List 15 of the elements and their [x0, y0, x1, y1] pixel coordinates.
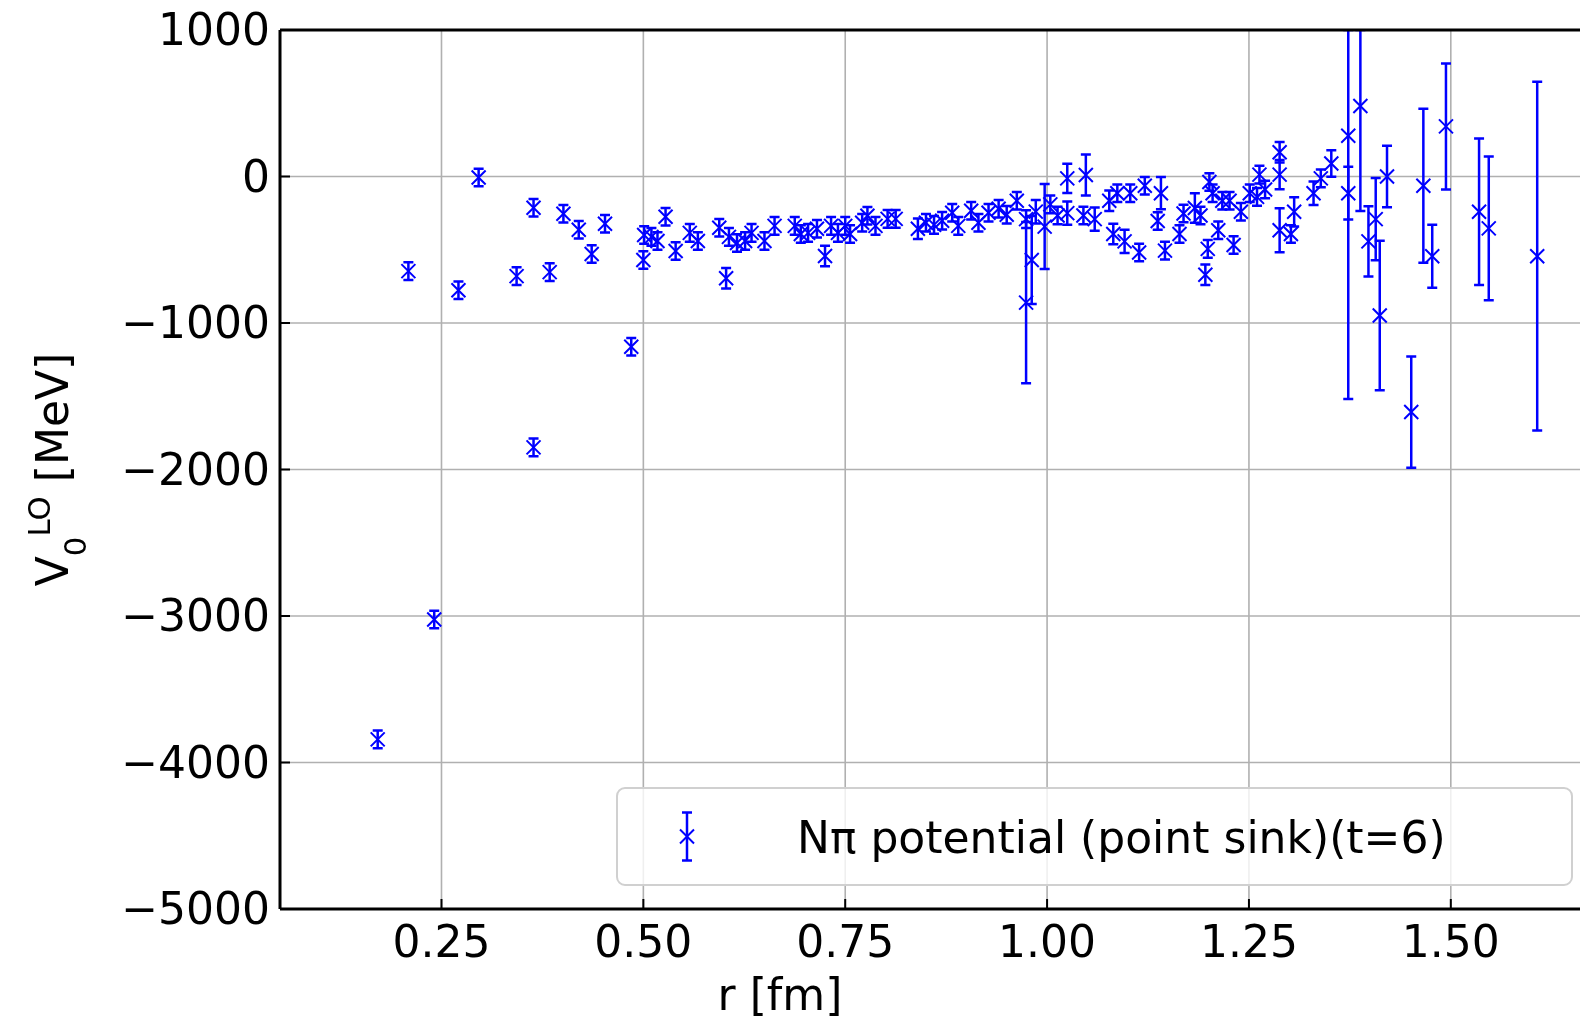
x-tick-label: 0.50 [594, 916, 693, 967]
x-tick-label: 1.50 [1401, 916, 1500, 967]
y-tick-label: −3000 [121, 590, 270, 641]
x-axis-title: r [fm] [717, 969, 843, 1020]
x-tick-label: 1.25 [1199, 916, 1298, 967]
x-tick-label: 0.75 [796, 916, 895, 967]
y-tick-label: −5000 [121, 883, 270, 934]
y-tick-label: −4000 [121, 736, 270, 788]
y-tick-label: −2000 [121, 443, 270, 495]
y-tick-label: −1000 [121, 297, 270, 348]
x-tick-label: 1.00 [998, 916, 1097, 967]
y-tick-label: 0 [242, 150, 270, 202]
legend-label: Nπ potential (point sink)(t=6) [797, 811, 1446, 863]
y-tick-label: 1000 [158, 4, 270, 55]
x-tick-label: 0.25 [392, 916, 491, 967]
